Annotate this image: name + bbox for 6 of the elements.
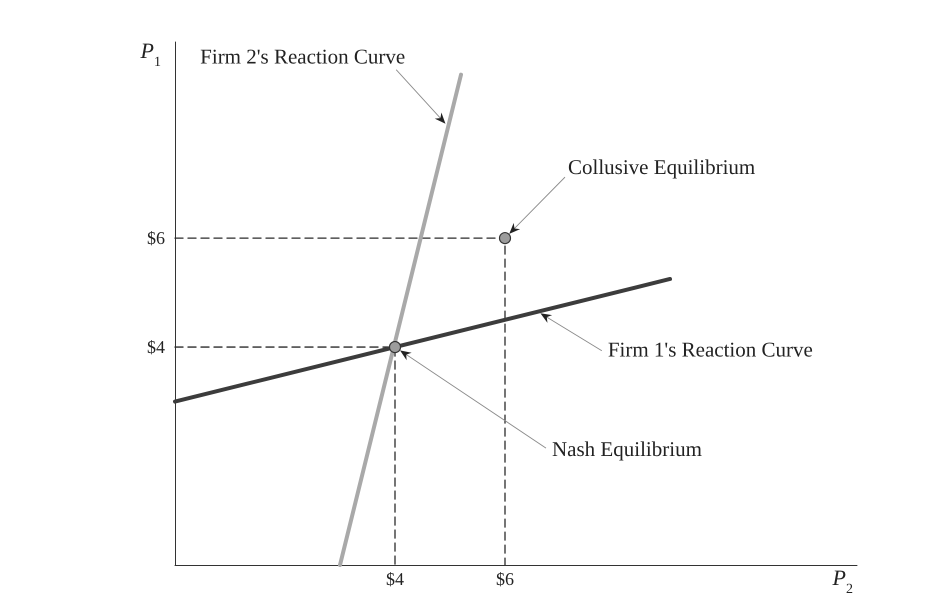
text: Collusive Equilibrium — [568, 155, 756, 180]
text: Nash Equilibrium — [552, 437, 702, 462]
x-axis-title: P$_{2}$ — [832, 565, 853, 595]
text: Firm 2's Reaction Curve — [200, 44, 406, 69]
text: Firm 1's Reaction Curve — [608, 338, 813, 362]
y-axis-title: P$_{1}$ — [140, 38, 161, 70]
